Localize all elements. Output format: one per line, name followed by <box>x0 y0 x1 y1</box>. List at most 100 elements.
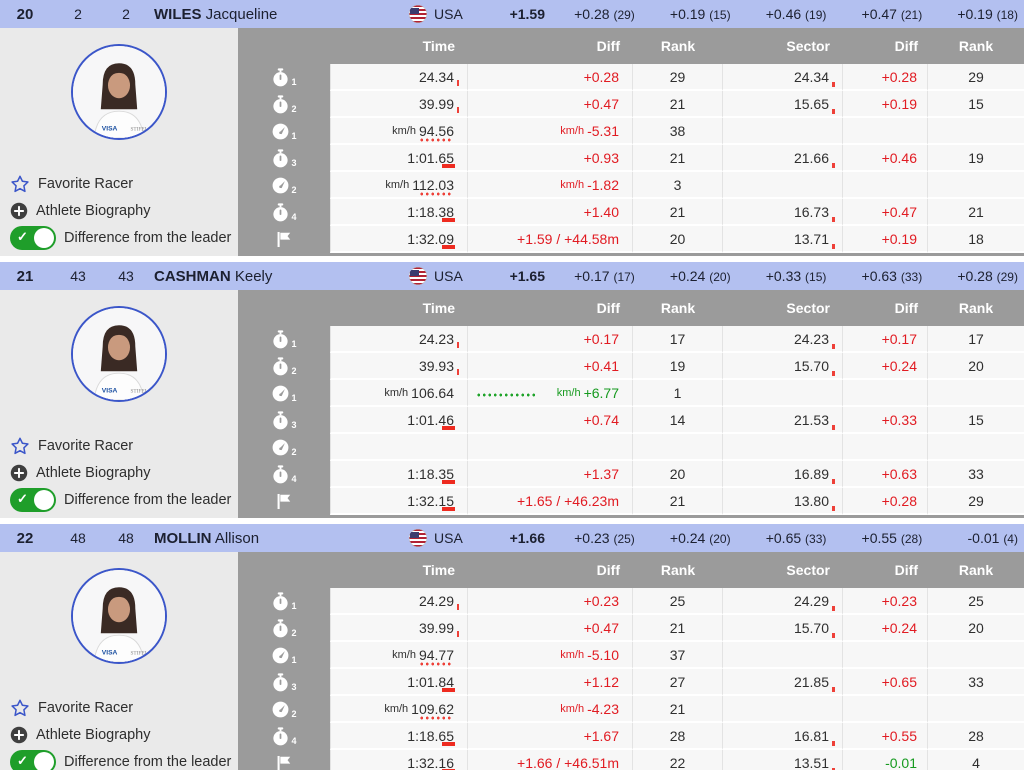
sector-diff-cell <box>843 642 928 669</box>
racer-bib-start: 48 <box>118 530 134 546</box>
sector-cell: 15.70 <box>723 353 843 380</box>
sector-cell: 16.89 <box>723 461 843 488</box>
diff-marker <box>832 606 835 611</box>
sector-rank-cell: 15 <box>928 407 1024 434</box>
table-rows: 1 24.34 +0.28 29 24.34 +0.28 29 2 39.99 … <box>238 64 1024 253</box>
diff-marker <box>442 688 455 692</box>
favorite-racer-button[interactable]: Favorite Racer <box>10 172 231 196</box>
favorite-racer-label: Favorite Racer <box>38 700 134 716</box>
toggle-on-icon[interactable] <box>10 750 56 770</box>
stopwatch-icon: 3 <box>238 145 330 172</box>
time-cell: km/h 106.64 <box>330 380 468 407</box>
diff-marker <box>442 218 455 222</box>
speed-unit-label: km/h <box>385 178 410 191</box>
table-row: 1 24.23 +0.17 17 24.23 +0.17 17 <box>238 326 1024 353</box>
toggle-on-icon[interactable] <box>10 226 56 250</box>
split-diff: -0.01 (4) <box>967 530 1018 546</box>
diff-from-leader-toggle-row[interactable]: Difference from the leader <box>10 226 231 250</box>
icon-subscript: 4 <box>291 212 297 222</box>
stopwatch-icon: 2 <box>238 91 330 118</box>
icon-subscript: 1 <box>291 339 297 349</box>
diff-from-leader-toggle-row[interactable]: Difference from the leader <box>10 750 231 770</box>
time-cell: 1:18.38 <box>330 199 468 226</box>
sector-cell <box>723 642 843 669</box>
split-diff: +0.63 (33) <box>861 268 923 284</box>
table-row: 2 39.99 +0.47 21 15.65 +0.19 15 <box>238 91 1024 118</box>
sector-cell: 16.73 <box>723 199 843 226</box>
sector-cell <box>723 172 843 199</box>
favorite-racer-label: Favorite Racer <box>38 438 134 454</box>
sector-cell: 15.70 <box>723 615 843 642</box>
diff-cell: +0.17 <box>468 326 633 353</box>
time-cell: km/h 112.03 <box>330 172 468 199</box>
athlete-biography-button[interactable]: Athlete Biography <box>10 723 231 747</box>
sector-rank-cell: 17 <box>928 326 1024 353</box>
stopwatch-icon: 1 <box>238 588 330 615</box>
athlete-photo[interactable]: VISA STIFEL <box>71 306 167 402</box>
table-row: 2 km/h 112.03 km/h -1.82 3 <box>238 172 1024 199</box>
rank-cell: 22 <box>633 750 723 770</box>
split-diff: +0.19 (18) <box>957 6 1018 22</box>
sector-cell: 13.80 <box>723 488 843 515</box>
stopwatch-icon: 1 <box>238 64 330 91</box>
table-header: Time Diff Rank Sector Diff Rank <box>238 552 1024 588</box>
icon-subscript: 4 <box>291 474 297 484</box>
table-row: 4 1:18.38 +1.40 21 16.73 +0.47 21 <box>238 199 1024 226</box>
sector-diff-cell: +0.24 <box>843 353 928 380</box>
sector-diff-cell: +0.46 <box>843 145 928 172</box>
diff-marker <box>832 82 835 87</box>
total-diff: +1.59 <box>509 6 545 22</box>
favorite-racer-button[interactable]: Favorite Racer <box>10 696 231 720</box>
toggle-on-icon[interactable] <box>10 488 56 512</box>
split-diff: +0.28 (29) <box>574 6 635 22</box>
athlete-photo[interactable]: VISA STIFEL <box>71 568 167 664</box>
col-header-time: Time <box>422 300 455 316</box>
racer-header[interactable]: 21 43 43 CASHMAN Keely USA +1.65 +0.17 (… <box>0 262 1024 290</box>
sector-diff-cell: +0.19 <box>843 226 928 253</box>
racer-header[interactable]: 22 48 48 MOLLIN Allison USA +1.66 +0.23 … <box>0 524 1024 552</box>
col-header-sector: Sector <box>786 38 830 54</box>
table-header: Time Diff Rank Sector Diff Rank <box>238 28 1024 64</box>
rank-cell: 28 <box>633 723 723 750</box>
sector-diff-cell: +0.28 <box>843 488 928 515</box>
favorite-racer-button[interactable]: Favorite Racer <box>10 434 231 458</box>
rank-cell: 20 <box>633 226 723 253</box>
icon-subscript: 2 <box>291 447 297 457</box>
sector-diff-cell: -0.01 <box>843 750 928 770</box>
racer-header[interactable]: 20 2 2 WILES Jacqueline USA +1.59 +0.28 … <box>0 0 1024 28</box>
sector-cell: 21.53 <box>723 407 843 434</box>
icon-subscript: 1 <box>291 655 297 665</box>
diff-marker <box>832 425 835 430</box>
athlete-biography-button[interactable]: Athlete Biography <box>10 461 231 485</box>
diff-marker <box>832 109 835 114</box>
sector-rank-cell <box>928 642 1024 669</box>
diff-from-leader-label: Difference from the leader <box>64 230 232 246</box>
speed-icon: 1 <box>238 118 330 145</box>
table-row: 3 1:01.84 +1.12 27 21.85 +0.65 33 <box>238 669 1024 696</box>
athlete-photo[interactable]: VISA STIFEL <box>71 44 167 140</box>
racer-details: VISA STIFEL Favorite Racer Athlete Biogr… <box>0 290 1024 518</box>
diff-cell: km/h +6.77 <box>468 380 633 407</box>
athlete-biography-label: Athlete Biography <box>36 203 151 219</box>
sector-cell: 13.51 <box>723 750 843 770</box>
diff-marker <box>832 768 835 770</box>
split-diffs: +0.17 (17) +0.24 (20) +0.33 (15) +0.63 (33)… <box>545 268 1024 284</box>
racer-details: VISA STIFEL Favorite Racer Athlete Biogr… <box>0 28 1024 256</box>
diff-cell: km/h -5.31 <box>468 118 633 145</box>
star-icon <box>11 437 29 455</box>
racer-name: CASHMAN Keely <box>146 268 409 285</box>
racer-last-name: WILES <box>154 5 202 23</box>
diff-from-leader-toggle-row[interactable]: Difference from the leader <box>10 488 231 512</box>
svg-text:VISA: VISA <box>102 125 118 132</box>
athlete-biography-button[interactable]: Athlete Biography <box>10 199 231 223</box>
sector-rank-cell: 15 <box>928 91 1024 118</box>
racer-nation: USA <box>409 529 501 547</box>
rank-cell: 29 <box>633 64 723 91</box>
diff-marker <box>457 80 459 86</box>
stopwatch-icon: 2 <box>238 353 330 380</box>
sector-rank-cell: 21 <box>928 199 1024 226</box>
table-row: 1 km/h 94.56 km/h -5.31 38 <box>238 118 1024 145</box>
rank-cell: 21 <box>633 615 723 642</box>
sector-rank-cell: 25 <box>928 588 1024 615</box>
svg-text:VISA: VISA <box>102 649 118 656</box>
